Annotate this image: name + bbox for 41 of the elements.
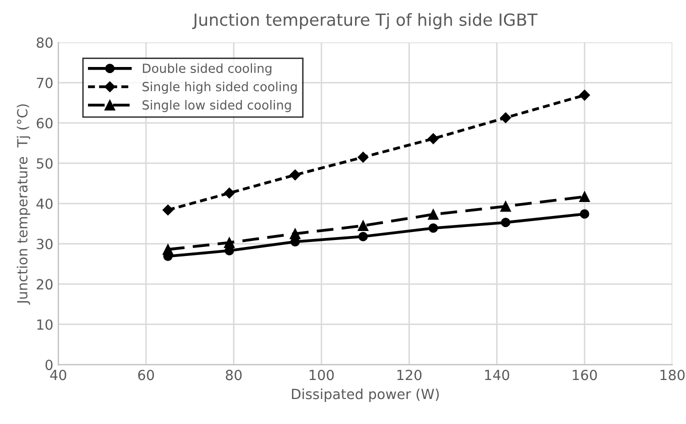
y-tick-label: 30 bbox=[36, 238, 53, 250]
y-tick-label: 20 bbox=[36, 279, 53, 290]
point bbox=[162, 204, 174, 216]
y-tick-label: 10 bbox=[37, 319, 53, 330]
point bbox=[224, 188, 235, 198]
y-tick-label: 50 bbox=[36, 158, 53, 169]
legend-label: Single high sided cooling bbox=[142, 82, 297, 94]
x-axis-title: Dissipated power (W) bbox=[292, 388, 439, 402]
point bbox=[358, 220, 368, 232]
point bbox=[224, 237, 235, 248]
point bbox=[428, 133, 439, 144]
y-tick-label: 60 bbox=[36, 118, 53, 128]
x-tick-label: 40 bbox=[50, 370, 66, 380]
chart-title: Junction temperature Tj of high side IGBT bbox=[192, 13, 538, 30]
y-tick-label: 80 bbox=[36, 37, 53, 48]
x-tick-label: 60 bbox=[138, 370, 154, 380]
legend-label: Double sided cooling bbox=[142, 63, 272, 76]
x-tick-label: 80 bbox=[226, 370, 242, 380]
x-tick-label: 140 bbox=[485, 370, 510, 380]
point bbox=[290, 228, 301, 240]
point bbox=[500, 200, 512, 212]
point bbox=[580, 209, 590, 219]
y-tick-label: 0 bbox=[46, 360, 53, 370]
point bbox=[579, 191, 590, 202]
point bbox=[500, 218, 510, 228]
x-tick-label: 180 bbox=[660, 370, 685, 380]
legend-label: Single low sided cooling bbox=[142, 100, 291, 112]
point bbox=[500, 112, 512, 124]
point bbox=[358, 152, 369, 163]
y-tick-label: 40 bbox=[36, 198, 53, 209]
point bbox=[358, 232, 368, 242]
point bbox=[428, 209, 439, 220]
x-tick-label: 120 bbox=[397, 370, 422, 380]
x-tick-label: 100 bbox=[310, 370, 334, 380]
point bbox=[579, 90, 590, 101]
x-tick-label: 160 bbox=[572, 370, 597, 380]
point bbox=[290, 169, 301, 180]
point bbox=[428, 223, 438, 233]
point bbox=[162, 244, 174, 255]
y-tick-label: 70 bbox=[36, 78, 53, 88]
y-axis-title: Junction temperature Tj (°C) bbox=[16, 104, 30, 305]
